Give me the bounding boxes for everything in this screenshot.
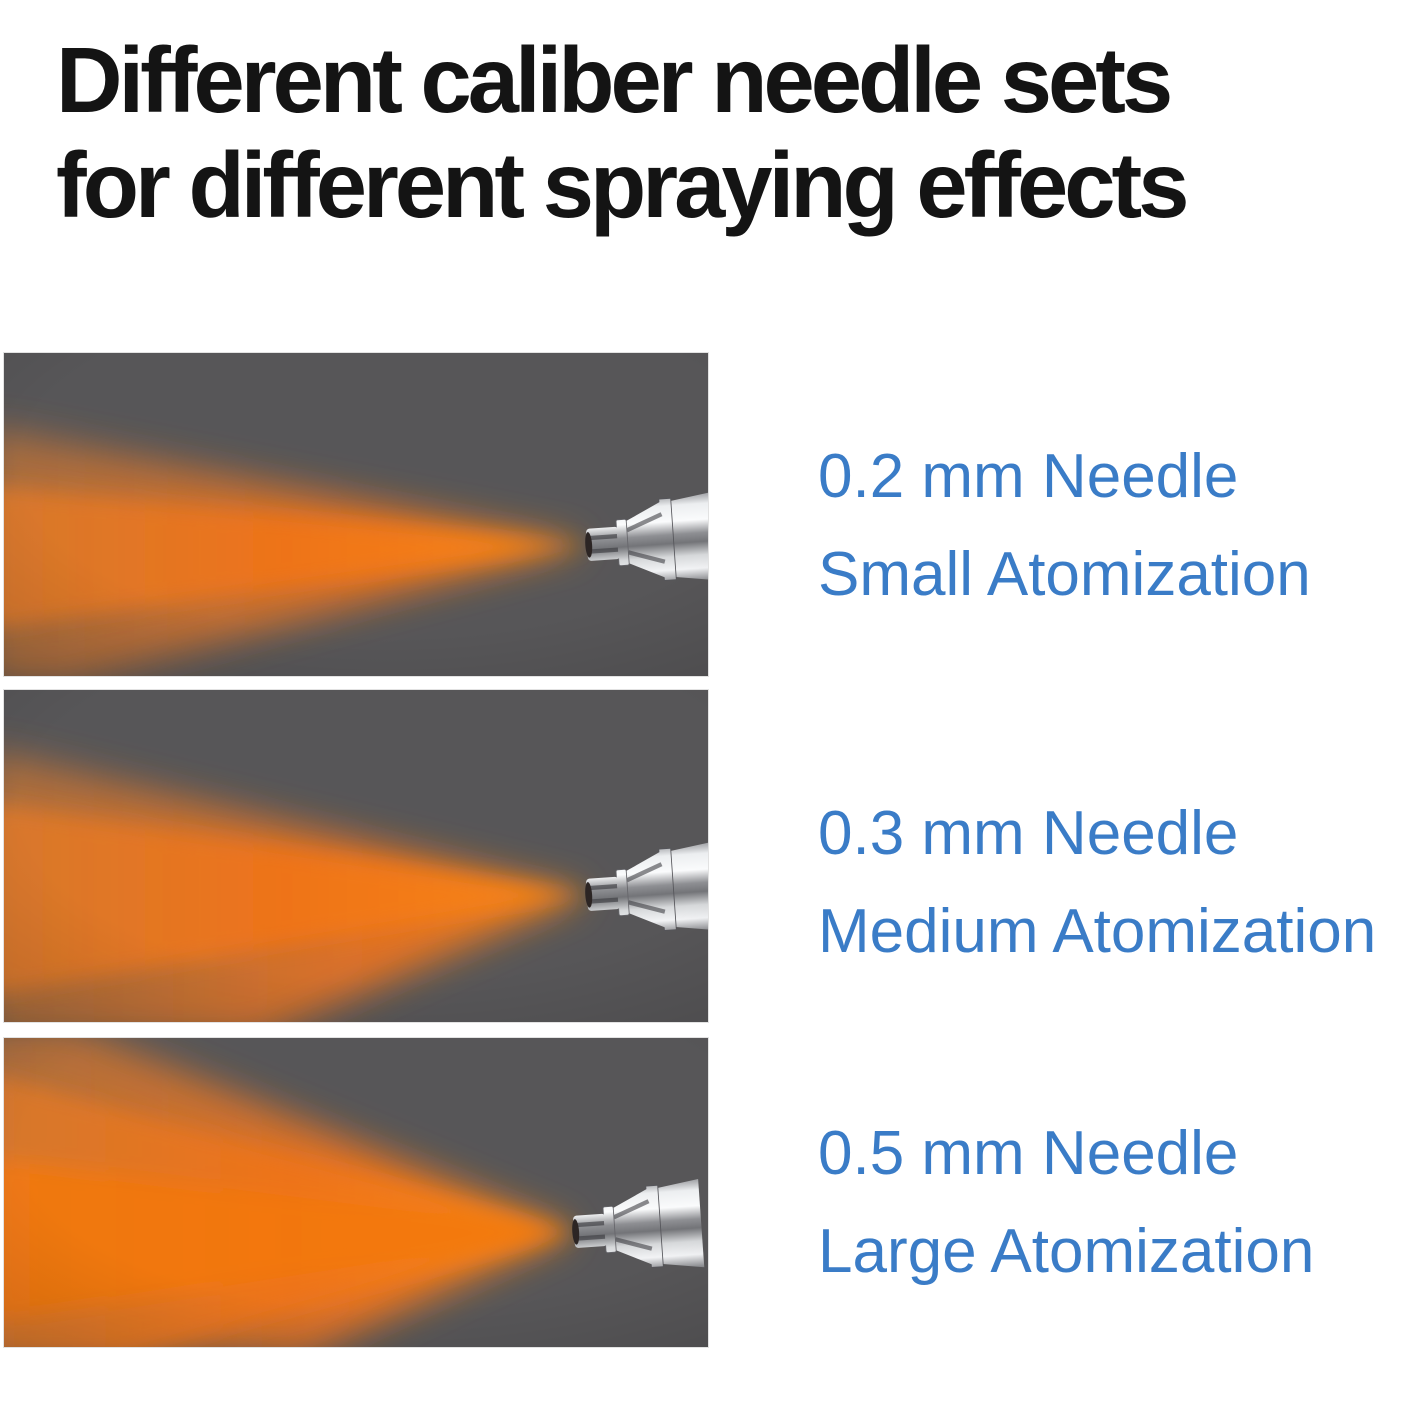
spray-photo-medium — [4, 690, 708, 1022]
spray-photo-large — [4, 1038, 708, 1347]
photo-vignette — [4, 690, 708, 1022]
spray-photo-small — [4, 353, 708, 676]
page-title-line1: Different caliber needle sets — [56, 28, 1173, 132]
atomization-text: Small Atomization — [818, 540, 1311, 609]
spray-photo-medium-canvas — [4, 690, 708, 1022]
label-large-atomization: 0.5 mm Needle Large Atomization — [818, 1105, 1314, 1301]
spray-photo-large-canvas — [4, 1038, 708, 1347]
page-title: Different caliber needle sets for differ… — [56, 28, 1383, 238]
photo-vignette — [4, 353, 708, 676]
page-title-line2: for different spraying effects — [56, 133, 1189, 238]
spray-photo-small-canvas — [4, 353, 708, 676]
needle-size-text: 0.2 mm Needle — [818, 442, 1239, 511]
label-medium-atomization: 0.3 mm Needle Medium Atomization — [818, 785, 1376, 981]
atomization-text: Large Atomization — [818, 1217, 1315, 1286]
needle-size-text: 0.5 mm Needle — [818, 1119, 1239, 1188]
needle-size-text: 0.3 mm Needle — [818, 799, 1239, 868]
label-small-atomization: 0.2 mm Needle Small Atomization — [818, 428, 1311, 624]
atomization-text: Medium Atomization — [818, 897, 1377, 966]
photo-vignette — [4, 1038, 708, 1347]
